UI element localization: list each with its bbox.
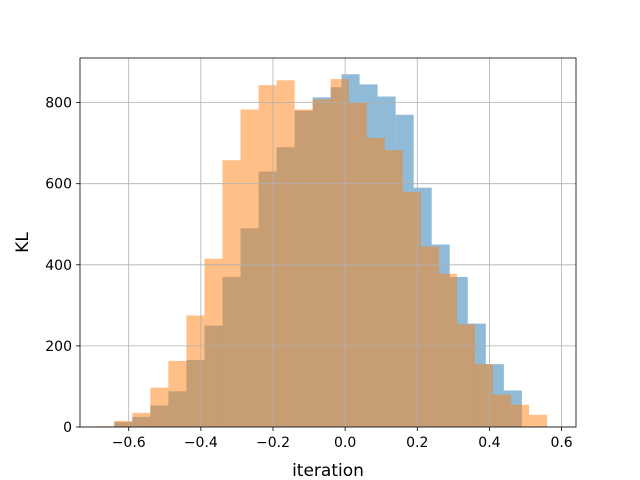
series-2-bar bbox=[276, 80, 295, 428]
series-2-bar bbox=[204, 258, 223, 427]
y-tick-label: 800 bbox=[45, 96, 72, 112]
series-2-bar bbox=[529, 414, 548, 427]
series-2-bar bbox=[168, 360, 187, 427]
series-2-bar bbox=[186, 315, 205, 427]
series-2-bar bbox=[294, 109, 313, 427]
series-2-bar bbox=[384, 150, 403, 428]
series-2-bar bbox=[330, 79, 349, 427]
x-tick-label: 0.4 bbox=[478, 435, 500, 451]
histogram-bars bbox=[96, 74, 548, 428]
series-2-bar bbox=[493, 394, 512, 427]
x-axis-ticks: −0.6 −0.4 −0.2 0.0 0.2 0.4 0.6 bbox=[112, 427, 573, 451]
series-2-bar bbox=[222, 160, 241, 427]
y-tick-label: 200 bbox=[45, 339, 72, 355]
y-tick-label: 400 bbox=[45, 258, 72, 274]
x-tick-label: −0.4 bbox=[184, 435, 218, 451]
y-axis-ticks: 0 200 400 600 800 bbox=[45, 96, 80, 436]
x-axis-label: iteration bbox=[292, 461, 364, 480]
series-2-bar bbox=[312, 99, 331, 427]
y-tick-label: 0 bbox=[63, 420, 72, 436]
series-2-bar bbox=[240, 109, 259, 427]
series-2-bar bbox=[132, 412, 151, 427]
series-2-bar bbox=[511, 404, 530, 427]
x-tick-label: −0.2 bbox=[256, 435, 290, 451]
series-2-bar bbox=[258, 85, 277, 428]
series-2-bar bbox=[96, 426, 115, 427]
x-tick-label: −0.6 bbox=[112, 435, 146, 451]
plot-frame bbox=[79, 57, 577, 428]
series-2-bar bbox=[402, 191, 421, 427]
grid-lines bbox=[80, 58, 576, 428]
series-2-bar bbox=[366, 137, 385, 427]
x-tick-label: 0.0 bbox=[334, 435, 356, 451]
series-2-bar bbox=[474, 364, 494, 427]
y-tick-label: 600 bbox=[45, 177, 72, 193]
series-2-bar bbox=[456, 324, 475, 427]
series-2-bar bbox=[150, 387, 169, 427]
series-2-bar bbox=[114, 420, 133, 427]
y-axis-label: KL bbox=[13, 232, 33, 253]
series-2-bar bbox=[420, 246, 439, 427]
series-2-bar bbox=[438, 273, 457, 427]
x-tick-label: 0.2 bbox=[406, 435, 428, 451]
x-tick-label: 0.6 bbox=[550, 435, 572, 451]
